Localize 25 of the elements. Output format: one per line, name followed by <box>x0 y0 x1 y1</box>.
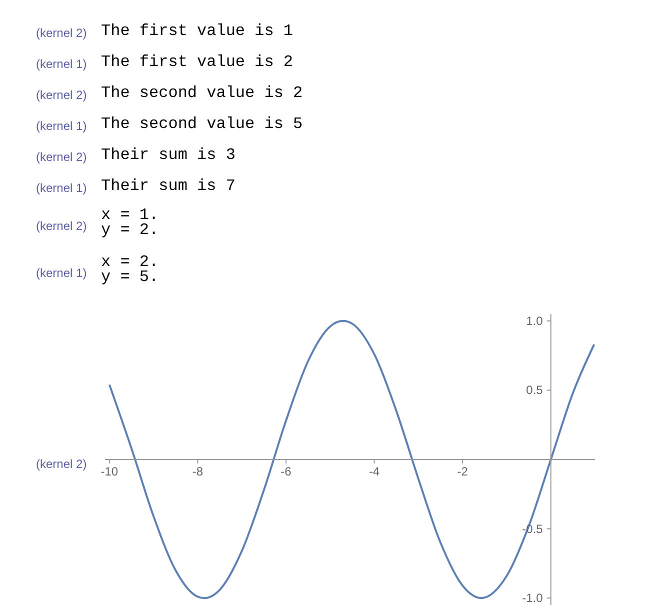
text: Their sum is 3 <box>101 146 236 164</box>
text: (kernel 1) <box>36 181 87 195</box>
y-tick-label: 0.5 <box>526 383 544 398</box>
x-tick-label: -6 <box>280 464 292 478</box>
x-tick-label: -4 <box>368 464 380 478</box>
text: x = 2. y = 5. <box>101 253 159 286</box>
text: (kernel 2) <box>36 457 87 471</box>
x-tick-label: -10 <box>100 464 118 478</box>
text: (kernel 2) <box>36 219 87 233</box>
text: (kernel 2) <box>36 150 87 164</box>
text: Their sum is 7 <box>101 177 236 195</box>
x-tick-label: -2 <box>457 464 468 478</box>
text: The second value is 2 <box>101 84 303 102</box>
text: The first value is 1 <box>101 22 294 40</box>
text: (kernel 2) <box>36 26 87 40</box>
text: The first value is 2 <box>101 53 294 71</box>
text: (kernel 1) <box>36 266 87 280</box>
y-tick-label: 1.0 <box>526 314 544 328</box>
text: (kernel 2) <box>36 88 87 102</box>
text: x = 1. y = 2. <box>101 206 159 239</box>
text: The second value is 5 <box>101 115 303 133</box>
text: (kernel 1) <box>36 119 87 133</box>
y-tick-label: -1.0 <box>522 591 544 606</box>
text: (kernel 1) <box>36 57 87 71</box>
x-tick-label: -8 <box>192 464 204 478</box>
